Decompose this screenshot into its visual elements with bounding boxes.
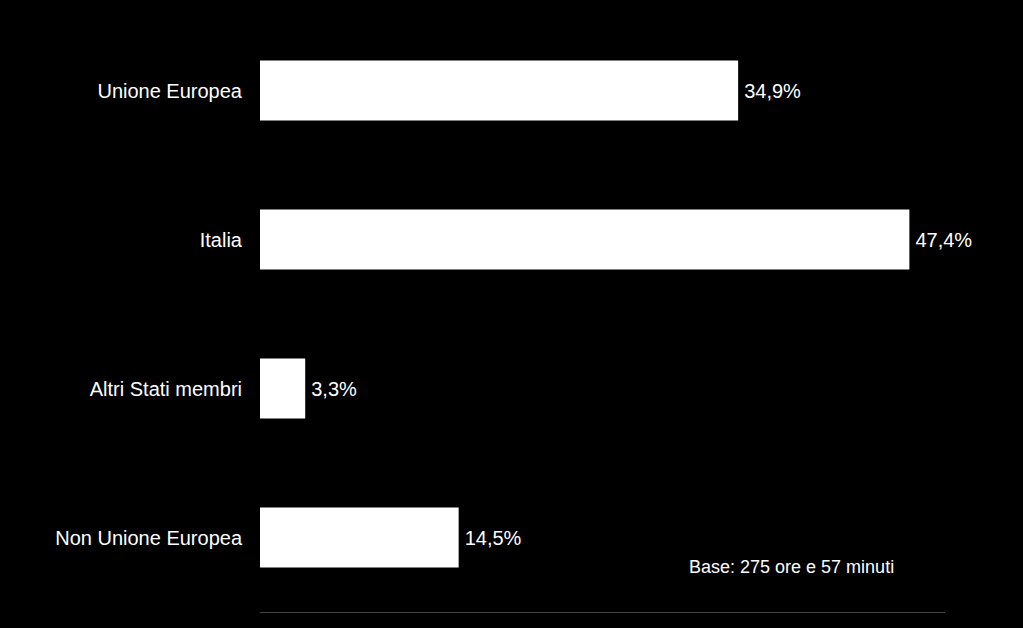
svg-text:47,4%: 47,4%	[915, 229, 972, 251]
svg-text:Base: 275 ore e 57 minuti: Base: 275 ore e 57 minuti	[689, 557, 894, 577]
svg-text:Italia: Italia	[200, 229, 243, 251]
svg-text:Altri Stati membri: Altri Stati membri	[90, 378, 242, 400]
svg-text:Non Unione Europea: Non Unione Europea	[55, 527, 243, 549]
svg-text:14,5%: 14,5%	[465, 527, 522, 549]
svg-text:34,9%: 34,9%	[744, 80, 801, 102]
svg-text:Unione Europea: Unione Europea	[97, 80, 242, 102]
svg-text:3,3%: 3,3%	[311, 378, 357, 400]
